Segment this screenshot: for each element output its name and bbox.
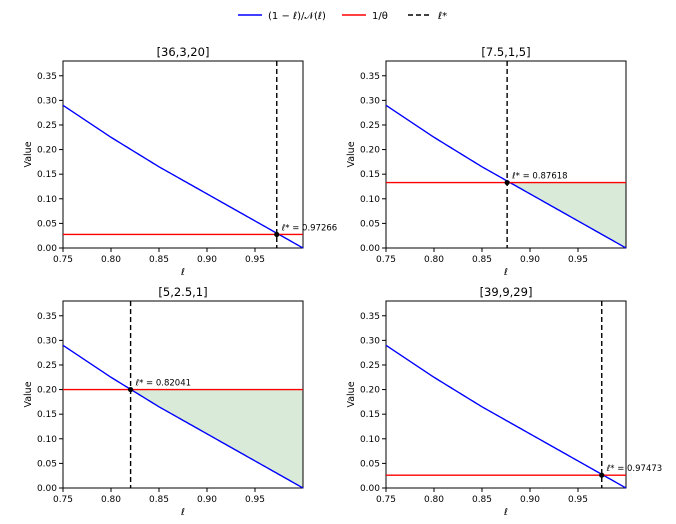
x-tick-label: 0.75 (376, 255, 396, 265)
y-tick-label: 0.00 (360, 484, 380, 494)
plot-frame (62, 300, 304, 489)
subplot-title: [7.5,1,5] (481, 45, 530, 59)
y-tick-label: 0.20 (37, 146, 57, 156)
x-tick-label: 0.90 (520, 255, 540, 265)
lstar-annotation: ℓ* = 0.97266 (281, 223, 337, 233)
plot-frame (385, 60, 627, 249)
y-tick-label: 0.25 (37, 121, 57, 131)
y-tick-label: 0.05 (37, 219, 57, 229)
subplot-title: [36,3,20] (157, 45, 210, 59)
x-tick-label: 0.80 (424, 495, 444, 505)
y-tick-label: 0.35 (360, 72, 380, 82)
curve-series-line (62, 104, 304, 249)
y-tick-label: 0.15 (360, 410, 380, 420)
y-tick-label: 0.25 (37, 361, 57, 371)
legend-label-threshold: 1/θ (372, 11, 388, 22)
x-tick-label: 0.85 (149, 495, 169, 505)
curve-series-line (385, 344, 627, 489)
y-axis-label: Value (23, 381, 34, 407)
subplot-3: [39,9,29] Value ℓ 0.00 0.05 0.10 0.15 0.20 0.… (346, 285, 662, 518)
x-tick-label: 0.95 (568, 495, 588, 505)
y-axis-label: Value (23, 141, 34, 167)
y-tick-label: 0.05 (37, 459, 57, 469)
x-axis-label: ℓ (181, 267, 185, 278)
x-tick-label: 0.90 (197, 255, 217, 265)
y-tick-label: 0.10 (37, 195, 57, 205)
y-tick-label: 0.35 (360, 312, 380, 322)
y-tick-label: 0.25 (360, 121, 380, 131)
y-tick-label: 0.15 (37, 170, 57, 180)
y-tick-label: 0.20 (37, 386, 57, 396)
y-tick-label: 0.20 (360, 386, 380, 396)
y-tick-label: 0.35 (37, 312, 57, 322)
legend-label-lstar: ℓ* (438, 11, 447, 22)
subplot-0: [36,3,20] Value ℓ 0.00 0.05 0.10 0.15 0.20 0.… (23, 45, 337, 278)
y-tick-label: 0.05 (360, 219, 380, 229)
y-tick-label: 0.30 (37, 336, 57, 346)
x-tick-label: 0.75 (376, 495, 396, 505)
y-axis-label: Value (346, 141, 357, 167)
subplot-2: [5,2.5,1] Value ℓ 0.00 0.05 0.10 0.15 0.20 0.… (23, 285, 304, 518)
curve-series-line (62, 344, 304, 489)
y-tick-label: 0.30 (360, 96, 380, 106)
x-tick-label: 0.75 (53, 255, 73, 265)
y-tick-label: 0.30 (37, 96, 57, 106)
x-axis-label: ℓ (504, 507, 508, 518)
y-tick-label: 0.00 (37, 244, 57, 254)
y-tick-label: 0.20 (360, 146, 380, 156)
plot-frame (385, 300, 627, 489)
x-tick-label: 0.95 (245, 255, 265, 265)
subplot-title: [5,2.5,1] (158, 285, 207, 299)
x-tick-label: 0.80 (101, 495, 121, 505)
y-axis-label: Value (346, 381, 357, 407)
plot-frame (62, 60, 304, 249)
y-tick-label: 0.05 (360, 459, 380, 469)
lstar-annotation: ℓ* = 0.97473 (606, 464, 662, 474)
subplot-1: [7.5,1,5] Value ℓ 0.00 0.05 0.10 0.15 0.20 0.… (346, 45, 627, 278)
x-axis-label: ℓ (181, 507, 185, 518)
x-tick-label: 0.85 (472, 255, 492, 265)
y-tick-label: 0.15 (37, 410, 57, 420)
x-tick-label: 0.85 (472, 495, 492, 505)
lstar-annotation: ℓ* = 0.82041 (135, 379, 191, 389)
y-tick-label: 0.10 (360, 195, 380, 205)
lstar-marker (504, 179, 510, 186)
lstar-annotation: ℓ* = 0.87618 (511, 172, 567, 182)
lstar-marker (274, 231, 280, 238)
x-tick-label: 0.85 (149, 255, 169, 265)
y-tick-label: 0.10 (37, 435, 57, 445)
y-tick-label: 0.00 (37, 484, 57, 494)
lstar-marker (599, 472, 605, 478)
y-tick-label: 0.25 (360, 361, 380, 371)
x-tick-label: 0.95 (568, 255, 588, 265)
x-tick-label: 0.90 (520, 495, 540, 505)
x-tick-label: 0.75 (53, 495, 73, 505)
legend: (1 − ℓ)/𝒩(ℓ) 1/θ ℓ* (238, 11, 447, 22)
y-tick-label: 0.15 (360, 170, 380, 180)
y-tick-label: 0.10 (360, 435, 380, 445)
x-axis-label: ℓ (504, 267, 508, 278)
y-tick-label: 0.30 (360, 336, 380, 346)
x-tick-label: 0.80 (424, 255, 444, 265)
x-tick-label: 0.80 (101, 255, 121, 265)
x-tick-label: 0.90 (197, 495, 217, 505)
subplot-title: [39,9,29] (480, 285, 533, 299)
lstar-marker (127, 386, 134, 393)
x-tick-label: 0.95 (245, 495, 265, 505)
y-tick-label: 0.00 (360, 244, 380, 254)
y-tick-label: 0.35 (37, 72, 57, 82)
legend-label-curve: (1 − ℓ)/𝒩(ℓ) (268, 11, 326, 22)
